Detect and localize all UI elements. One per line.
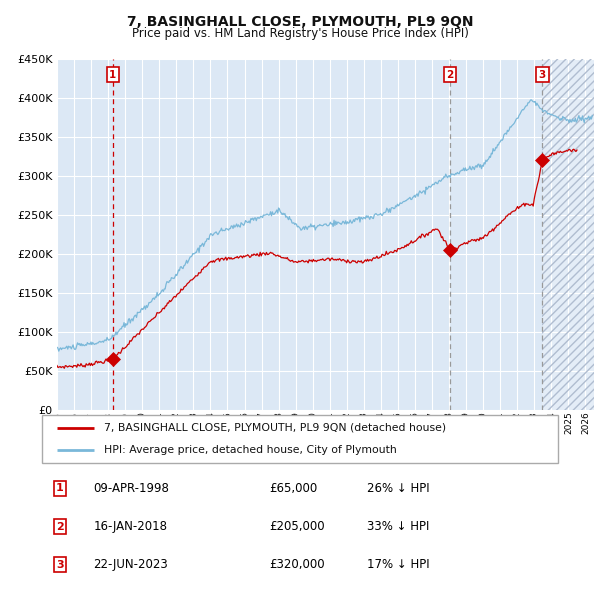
Text: 16-JAN-2018: 16-JAN-2018 [94,520,167,533]
Text: 7, BASINGHALL CLOSE, PLYMOUTH, PL9 9QN (detached house): 7, BASINGHALL CLOSE, PLYMOUTH, PL9 9QN (… [104,423,446,433]
Text: 09-APR-1998: 09-APR-1998 [94,481,169,495]
Text: 7, BASINGHALL CLOSE, PLYMOUTH, PL9 9QN: 7, BASINGHALL CLOSE, PLYMOUTH, PL9 9QN [127,15,473,29]
Text: 3: 3 [539,70,546,80]
Text: HPI: Average price, detached house, City of Plymouth: HPI: Average price, detached house, City… [104,445,397,455]
Text: 3: 3 [56,560,64,570]
Text: £320,000: £320,000 [269,558,325,572]
Text: 33% ↓ HPI: 33% ↓ HPI [367,520,430,533]
Text: £205,000: £205,000 [269,520,325,533]
Text: 1: 1 [109,70,116,80]
Text: 17% ↓ HPI: 17% ↓ HPI [367,558,430,572]
Text: 1: 1 [56,483,64,493]
Text: 2: 2 [56,522,64,532]
FancyBboxPatch shape [42,415,558,463]
Text: Price paid vs. HM Land Registry's House Price Index (HPI): Price paid vs. HM Land Registry's House … [131,27,469,40]
Text: 22-JUN-2023: 22-JUN-2023 [94,558,169,572]
Text: 26% ↓ HPI: 26% ↓ HPI [367,481,430,495]
Text: £65,000: £65,000 [269,481,317,495]
Text: 2: 2 [446,70,454,80]
